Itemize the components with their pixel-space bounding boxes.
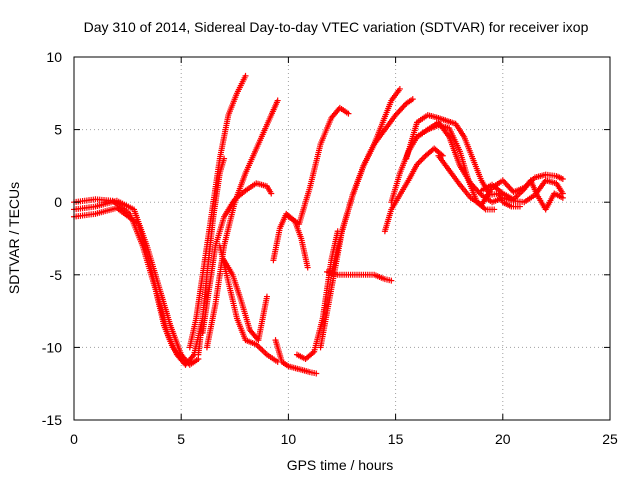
data-point bbox=[396, 85, 403, 92]
data-point bbox=[274, 97, 281, 104]
data-point bbox=[242, 72, 249, 79]
series-track-3 bbox=[71, 196, 185, 363]
x-tick-label: 10 bbox=[281, 431, 297, 447]
data-point bbox=[263, 293, 270, 300]
y-tick-label: -15 bbox=[42, 412, 62, 428]
data-point bbox=[418, 157, 425, 164]
data-point bbox=[419, 155, 426, 162]
data-point bbox=[345, 110, 352, 117]
data-point bbox=[304, 264, 311, 271]
series-track-8 bbox=[216, 242, 281, 365]
data-point bbox=[268, 190, 275, 197]
data-point bbox=[416, 158, 423, 165]
data-series bbox=[71, 72, 566, 377]
data-point bbox=[409, 96, 416, 103]
data-point bbox=[221, 155, 228, 162]
data-point bbox=[559, 194, 566, 201]
y-tick-label: 5 bbox=[54, 122, 62, 138]
x-tick-label: 5 bbox=[177, 431, 185, 447]
data-point bbox=[313, 370, 320, 377]
y-axis-label: SDTVAR / TECUs bbox=[6, 182, 22, 294]
data-point bbox=[388, 277, 395, 284]
series-track-4 bbox=[186, 72, 249, 351]
x-tick-label: 15 bbox=[388, 431, 404, 447]
data-point bbox=[491, 206, 498, 213]
data-point bbox=[559, 175, 566, 182]
y-tick-label: 0 bbox=[54, 194, 62, 210]
series-track-18 bbox=[388, 122, 498, 213]
x-tick-label: 0 bbox=[70, 431, 78, 447]
series-track-7 bbox=[199, 180, 275, 336]
series-track-11 bbox=[272, 337, 320, 377]
y-tick-label: -5 bbox=[50, 267, 63, 283]
x-tick-label: 25 bbox=[602, 431, 618, 447]
series-track-6 bbox=[203, 97, 281, 351]
y-tick-label: 10 bbox=[46, 49, 62, 65]
axis-ticks bbox=[73, 56, 611, 421]
y-tick-label: -10 bbox=[42, 339, 62, 355]
x-axis-label: GPS time / hours bbox=[287, 457, 394, 473]
plot-frame bbox=[73, 56, 611, 421]
chart-title: Day 310 of 2014, Sidereal Day-to-day VTE… bbox=[84, 19, 589, 35]
series-track-17 bbox=[381, 145, 446, 235]
series-track-13 bbox=[285, 104, 352, 227]
x-tick-label: 20 bbox=[495, 431, 511, 447]
series-track-16 bbox=[328, 96, 416, 278]
data-point bbox=[178, 356, 185, 363]
series-track-22 bbox=[478, 177, 566, 213]
series-track-9 bbox=[221, 257, 270, 344]
